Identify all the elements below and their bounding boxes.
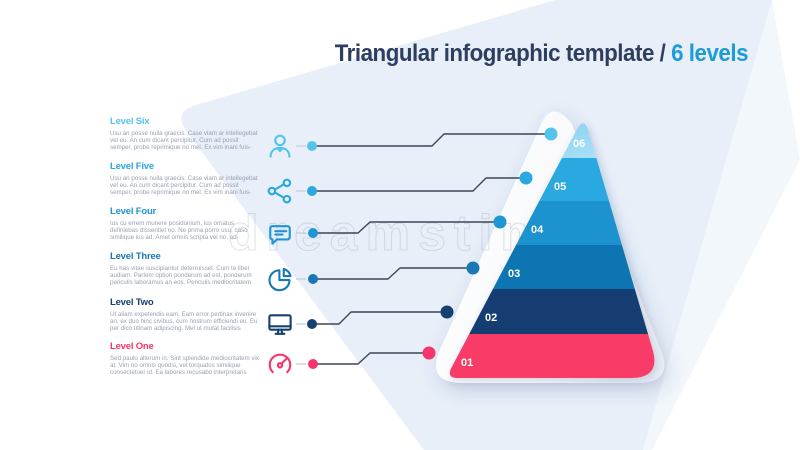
pie-chart-icon: [265, 264, 295, 294]
band-label-2: 02: [485, 312, 497, 324]
band-label-6: 06: [573, 138, 585, 150]
right-dot-3: [466, 261, 480, 275]
level-title: Level Three: [110, 251, 161, 262]
left-dot-2: [307, 319, 317, 329]
connector-line-1: [317, 352, 424, 365]
connector-line-2: [316, 311, 442, 325]
level-title: Level Five: [110, 161, 154, 172]
right-dot-4: [493, 215, 507, 229]
level-row-five: Level Five Usu an posse nulla graecis. C…: [110, 161, 260, 197]
level-row-four: Level Four Ius cu errem munere posidoniu…: [110, 206, 260, 242]
chat-icon: [265, 218, 295, 248]
left-dot-1: [308, 359, 318, 369]
band-label-1: 01: [461, 357, 473, 369]
title-main: Triangular infographic template /: [334, 40, 672, 67]
left-dot-5: [307, 186, 317, 196]
page-title: Triangular infographic template / 6 leve…: [334, 40, 749, 68]
band-label-4: 04: [531, 224, 544, 236]
left-dot-6: [307, 141, 317, 151]
level-row-one: Level One Sed paulo alterum in. Sint spl…: [110, 341, 260, 377]
monitor-icon: [265, 309, 295, 339]
connector-line-3: [317, 267, 468, 280]
connector-line-6: [316, 133, 546, 147]
left-dot-3: [308, 274, 318, 284]
title-accent: 6 levels: [671, 40, 749, 67]
share-icon: [265, 176, 295, 206]
level-description: Usu an posse nulla graecis. Case viam ar…: [110, 175, 258, 197]
level-title: Level Four: [110, 206, 157, 217]
gauge-icon: [265, 349, 295, 379]
level-description: Ius cu errem munere posidonium, ius orna…: [110, 220, 248, 242]
level-row-two: Level Two Ut aliam expetendis eam. Eam e…: [110, 297, 260, 333]
band-label-3: 03: [508, 268, 520, 280]
level-description: Eu has vitae suscipiantur deterruisset. …: [110, 265, 252, 287]
connector-stubs: [296, 145, 306, 365]
connector-line-5: [316, 177, 521, 192]
pyramid-band-1: [449, 334, 655, 378]
right-dot-1: [422, 346, 436, 360]
left-dot-4: [308, 228, 318, 238]
level-description: Usu an posse nulla graecis. Case viam ar…: [110, 130, 258, 152]
right-dot-6: [544, 127, 558, 141]
level-description: Ut aliam expetendis eam. Eam error perti…: [110, 311, 258, 333]
level-title: Level Two: [110, 297, 154, 308]
background-accent-shape: [643, 0, 800, 450]
person-icon: [265, 131, 295, 161]
right-dot-5: [519, 171, 533, 185]
connector-line-4: [317, 221, 495, 234]
level-description: Sed paulo alterum in. Sint splendide med…: [110, 355, 259, 377]
band-label-5: 05: [554, 181, 566, 193]
level-row-three: Level Three Eu has vitae suscipiantur de…: [110, 251, 260, 287]
level-row-six: Level Six Usu an posse nulla graecis. Ca…: [110, 116, 260, 152]
right-dot-2: [440, 305, 454, 319]
level-title: Level One: [110, 341, 154, 352]
level-title: Level Six: [110, 116, 150, 127]
